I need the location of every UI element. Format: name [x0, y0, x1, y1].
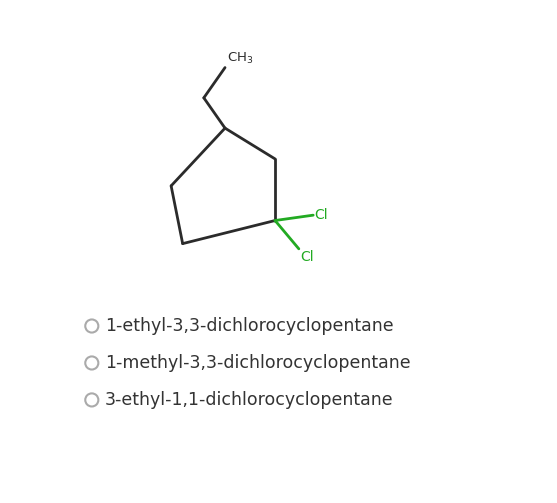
Text: Cl: Cl	[300, 250, 314, 265]
Text: 1-ethyl-3,3-dichlorocyclopentane: 1-ethyl-3,3-dichlorocyclopentane	[105, 317, 394, 335]
Text: 1-methyl-3,3-dichlorocyclopentane: 1-methyl-3,3-dichlorocyclopentane	[105, 354, 411, 372]
Text: 3-ethyl-1,1-dichlorocyclopentane: 3-ethyl-1,1-dichlorocyclopentane	[105, 391, 394, 409]
Text: CH$_3$: CH$_3$	[227, 51, 254, 66]
Text: Cl: Cl	[315, 208, 329, 222]
